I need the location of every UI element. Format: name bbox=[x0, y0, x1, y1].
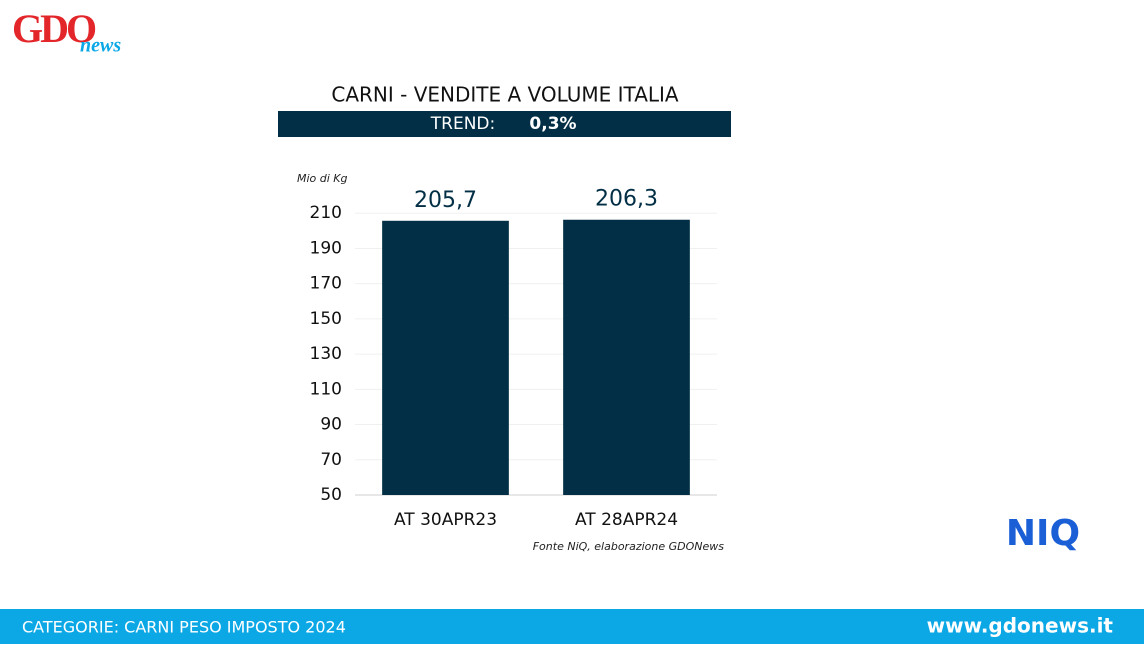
y-axis-label: Mio di Kg bbox=[297, 172, 348, 185]
x-tick-label: AT 30APR23 bbox=[394, 510, 497, 530]
trend-bar bbox=[278, 111, 731, 137]
partner-logo: NIQ bbox=[1006, 513, 1080, 554]
logo-main: GDO bbox=[12, 6, 96, 51]
y-tick-label: 170 bbox=[310, 274, 342, 294]
logo-sub: news bbox=[80, 35, 121, 57]
trend-label: TREND: bbox=[430, 114, 495, 134]
bar bbox=[382, 220, 509, 496]
y-tick-label: 110 bbox=[310, 379, 342, 399]
y-tick-label: 50 bbox=[320, 485, 342, 505]
value-label: 206,3 bbox=[595, 187, 658, 212]
source: Fonte NiQ, elaborazione GDONews bbox=[533, 540, 725, 553]
y-tick-label: 210 bbox=[310, 203, 342, 223]
chart-title: CARNI - VENDITE A VOLUME ITALIA bbox=[331, 83, 679, 107]
y-tick-label: 130 bbox=[310, 344, 342, 364]
trend-value: 0,3% bbox=[529, 114, 576, 134]
y-tick-label: 70 bbox=[320, 450, 342, 470]
y-tick-label: 150 bbox=[310, 309, 342, 329]
bar bbox=[563, 219, 690, 495]
x-tick-label: AT 28APR24 bbox=[575, 510, 678, 530]
footer-category: CATEGORIE: CARNI PESO IMPOSTO 2024 bbox=[22, 618, 346, 637]
footer-website: www.gdonews.it bbox=[927, 614, 1114, 638]
value-label: 205,7 bbox=[414, 188, 477, 213]
y-tick-label: 190 bbox=[310, 238, 342, 258]
y-tick-label: 90 bbox=[320, 415, 342, 435]
footer-bar bbox=[0, 609, 1144, 644]
